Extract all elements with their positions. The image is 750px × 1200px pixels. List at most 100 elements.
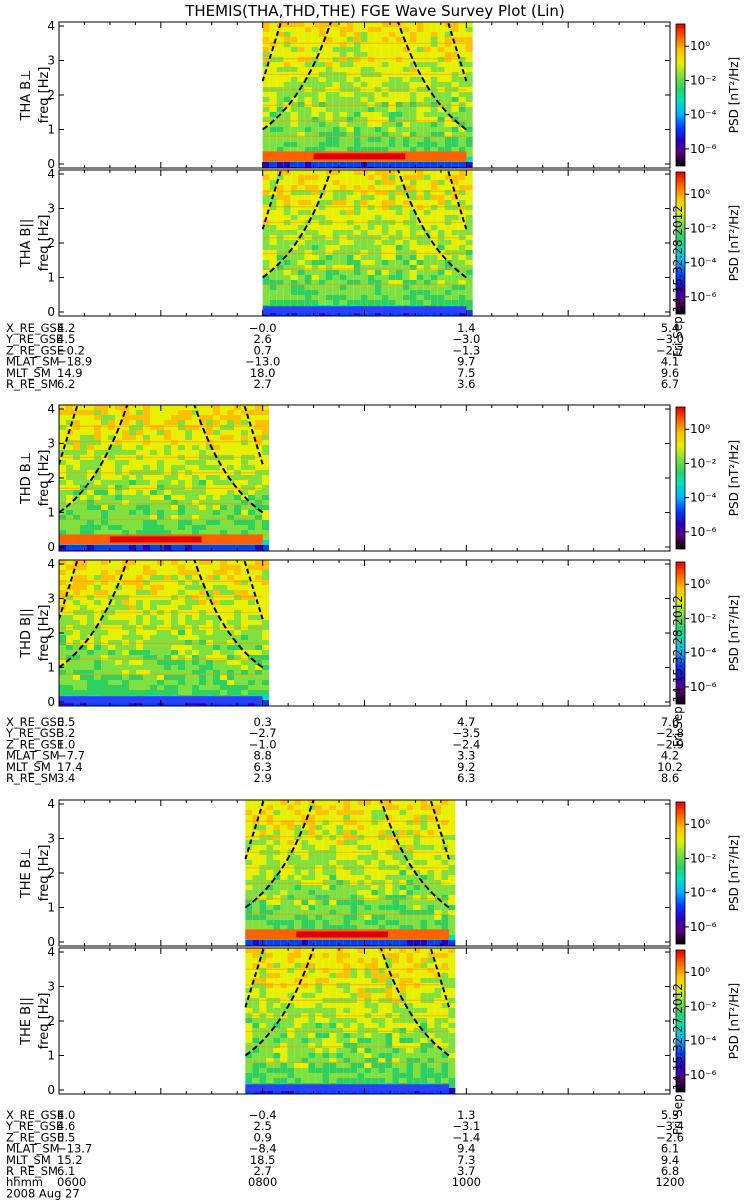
y-tick-label: 2 xyxy=(47,866,55,880)
colorbar-label: PSD [nT²/Hz] xyxy=(727,440,741,516)
colorbar-tick-label: 10⁻⁶ xyxy=(690,525,717,539)
ephemeris-name: Y_RE_GSE xyxy=(5,332,63,346)
ephemeris-value: 4.2 xyxy=(57,321,75,335)
y-tick-label: 3 xyxy=(47,202,55,216)
ephemeris-value: 9.4 xyxy=(457,1142,475,1156)
panel-label: THA B⊥ xyxy=(19,70,34,122)
ephemeris-value: 4.7 xyxy=(457,715,475,729)
y-tick-label: 1 xyxy=(47,901,55,915)
ephemeris-name: X_RE_GSE xyxy=(6,1108,64,1122)
gyrofrequency-curve xyxy=(244,800,315,909)
gyrofrequency-curve xyxy=(59,405,129,514)
gyrofrequency-curve xyxy=(446,22,468,82)
gyrofrequency-curve xyxy=(243,560,264,620)
axis-ylabel: freq [Hz] xyxy=(37,215,52,272)
ephemeris-value: 6.1 xyxy=(661,1142,679,1156)
colorbar-ramp xyxy=(675,171,686,315)
ephemeris-value: −2.8 xyxy=(656,726,684,740)
ephemeris-value: 2.7 xyxy=(254,1164,272,1178)
ephemeris-value: 18.5 xyxy=(250,1153,276,1167)
y-tick-label: 3 xyxy=(47,437,55,451)
colorbar-tick-label: 10⁰ xyxy=(690,817,710,831)
colorbar-tick-label: 10⁻⁴ xyxy=(690,646,717,660)
colorbar-tick-label: 10⁰ xyxy=(690,422,710,436)
date-label: 2008 Aug 27 xyxy=(6,1187,80,1200)
ephemeris-value: 7.3 xyxy=(457,1153,475,1167)
colorbar: 10⁻⁶ 10⁻⁴ 10⁻² 10⁰ PSD [nT²/Hz] Fri Sep 14 15… xyxy=(671,171,741,357)
ephemeris-value: 15.2 xyxy=(57,1153,83,1167)
ephemeris-value: 3.2 xyxy=(57,726,75,740)
ephemeris-name: MLAT_SM xyxy=(6,355,60,369)
ephemeris-value: 6.3 xyxy=(457,771,475,785)
spectrogram-panel-thd-par: 0 1 2 3 4 THD B|| freq [Hz] 10⁻⁶ 10⁻⁴ 10⁻² 10⁰ PSD … xyxy=(19,557,741,747)
ephemeris-name: R_RE_SM xyxy=(6,1164,58,1178)
spectrogram-panel-thd-perp: 0 1 2 3 4 THD B⊥ freq [Hz] 10⁻⁶ 10⁻⁴ 10⁻² 10⁰ PSD [… xyxy=(19,402,741,554)
ephemeris-name: R_RE_SM xyxy=(6,771,58,785)
ephemeris-value: −0.4 xyxy=(249,1108,277,1122)
colorbar-tick-label: 10⁰ xyxy=(690,965,710,979)
gyrofrequency-curve xyxy=(59,560,129,669)
ephemeris-value: 0.7 xyxy=(254,343,272,357)
colorbar-label: PSD [nT²/Hz] xyxy=(727,983,741,1059)
spectrogram-panel-the-par: 0 1 2 3 4 THE B|| freq [Hz] 10⁻⁶ 10⁻⁴ 10⁻² 10⁰ PSD … xyxy=(19,945,741,1135)
ephemeris-value: −13.7 xyxy=(57,1142,92,1156)
ephemeris-value: 14.9 xyxy=(57,366,83,380)
ephemeris-value: 0.3 xyxy=(254,715,272,729)
ephemeris-value: 4.5 xyxy=(57,332,75,346)
y-tick-label: 2 xyxy=(47,626,55,640)
spectrogram-image xyxy=(59,405,269,551)
ephemeris-value: −3.4 xyxy=(656,1119,684,1133)
colorbar-ramp xyxy=(675,406,686,550)
colorbar-tick-label: 10⁻⁴ xyxy=(690,1034,717,1048)
ephemeris-value: −2.7 xyxy=(656,343,684,357)
gyrofrequency-curve xyxy=(193,560,264,669)
ephemeris-value: −0.0 xyxy=(249,321,277,335)
ephemeris-value: 6.8 xyxy=(661,1164,679,1178)
axis-ylabel: freq [Hz] xyxy=(37,993,52,1050)
ephemeris-value: −13.0 xyxy=(245,355,280,369)
y-tick-label: 4 xyxy=(47,797,55,811)
ephemeris-value: 3.3 xyxy=(457,749,475,763)
gyrofrequency-curve xyxy=(262,22,332,131)
ephemeris-value: 5.3 xyxy=(661,1108,679,1122)
time-tick-label: 1200 xyxy=(655,1175,684,1189)
ephemeris-value: 4.1 xyxy=(661,355,679,369)
colorbar-tick-label: 10⁰ xyxy=(690,187,710,201)
ephemeris-value: −3.0 xyxy=(656,332,684,346)
colorbar-tick-label: 10⁻² xyxy=(690,851,717,865)
colorbar-label: PSD [nT²/Hz] xyxy=(727,57,741,133)
colorbar-label: PSD [nT²/Hz] xyxy=(727,835,741,911)
ephemeris-value: 1.0 xyxy=(57,737,75,751)
ephemeris-value: 9.4 xyxy=(661,1153,679,1167)
colorbar-tick-label: 10⁰ xyxy=(690,39,710,53)
timestamp: Fri Sep 14 15:32:27 2012 xyxy=(671,983,685,1135)
ephemeris-name: X_RE_GSE xyxy=(6,715,64,729)
ephemeris-value: 0.5 xyxy=(57,715,75,729)
ephemeris-name: Y_RE_GSE xyxy=(5,726,63,740)
y-tick-label: 1 xyxy=(47,1049,55,1063)
gyrofrequency-curve xyxy=(261,170,283,230)
y-tick-label: 1 xyxy=(47,506,55,520)
colorbar-tick-label: 10⁻² xyxy=(690,611,717,625)
ephemeris-value: 9.7 xyxy=(457,355,475,369)
y-tick-label: 2 xyxy=(47,236,55,250)
colorbar-tick-label: 10⁻⁶ xyxy=(690,290,717,304)
y-tick-label: 3 xyxy=(47,832,55,846)
y-tick-label: 0 xyxy=(47,305,55,319)
y-tick-label: 1 xyxy=(47,123,55,137)
ephemeris-value: −0.2 xyxy=(57,343,85,357)
y-tick-label: 4 xyxy=(47,402,55,416)
spectrogram-panel-tha-perp: 0 1 2 3 4 THA B⊥ freq [Hz] 10⁻⁶ 10⁻⁴ 10⁻² 10⁰ PSD [… xyxy=(19,19,741,171)
y-tick-label: 0 xyxy=(47,540,55,554)
y-tick-label: 3 xyxy=(47,54,55,68)
ephemeris-value: 6.3 xyxy=(254,760,272,774)
y-tick-label: 2 xyxy=(47,471,55,485)
gyrofrequency-curve xyxy=(244,948,315,1057)
axis-ylabel: freq [Hz] xyxy=(37,450,52,507)
panel-label: THD B|| xyxy=(19,608,34,659)
ephemeris-name: MLAT_SM xyxy=(6,1142,60,1156)
ephemeris-value: −8.4 xyxy=(249,1142,277,1156)
